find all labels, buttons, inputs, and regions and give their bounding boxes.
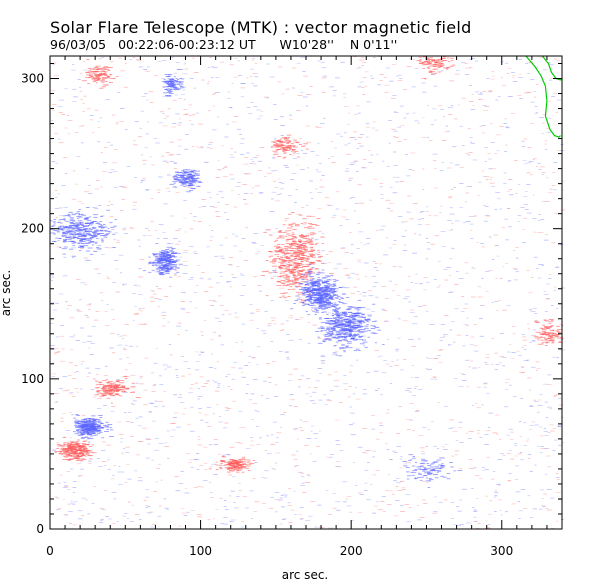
observation-time: 00:22:06-00:23:12 UT	[118, 37, 256, 52]
magnetic-region	[208, 455, 256, 473]
magnetic-region	[533, 318, 564, 346]
magnetic-region	[416, 56, 456, 80]
plot-area	[50, 55, 566, 530]
magnetic-region	[82, 59, 119, 89]
series-negative	[50, 69, 463, 488]
background-noise-field	[50, 55, 566, 530]
series-positive	[54, 56, 564, 473]
magnetic-region	[290, 264, 347, 320]
magnetic-region	[54, 436, 97, 462]
position-north: N 0'11''	[349, 37, 398, 52]
magnetic-region	[308, 296, 385, 357]
magnetic-region	[50, 207, 117, 257]
magnetic-region	[271, 134, 309, 159]
magnetic-region	[93, 376, 141, 404]
observation-info: 96/03/05 00:22:06-00:23:12 UT W10'28'' N…	[50, 37, 397, 52]
chart-title: Solar Flare Telescope (MTK) : vector mag…	[50, 18, 472, 37]
position-west: W10'28''	[279, 37, 334, 52]
observation-date: 96/03/05	[50, 37, 107, 52]
